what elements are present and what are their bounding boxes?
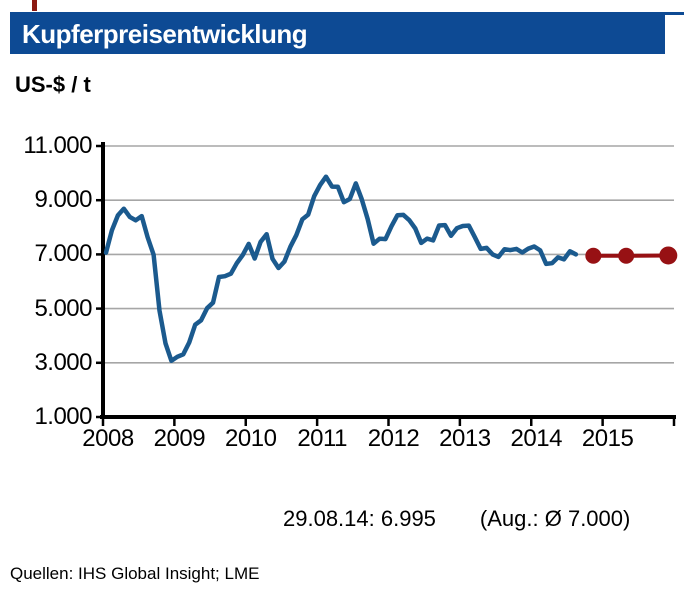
- source-note: Quellen: IHS Global Insight; LME: [10, 564, 260, 583]
- x-axis-tick-label: 2012: [367, 425, 420, 452]
- x-axis-tick-label: 2015: [581, 425, 634, 452]
- price-line: [103, 174, 579, 364]
- spot-price-label: 29.08.14: 6.995: [283, 506, 436, 531]
- top-rule: [10, 12, 684, 15]
- x-axis-tick-label: 2009: [153, 425, 206, 452]
- y-axis-tick-label: 1.000: [34, 403, 92, 430]
- y-axis-tick-label: 11.000: [23, 132, 92, 159]
- y-axis-unit-label: US-$ / t: [15, 72, 91, 97]
- forecast-point: [618, 247, 635, 264]
- x-axis-tick-label: 2013: [439, 425, 491, 452]
- page-title: Kupferpreisentwicklung: [22, 19, 308, 49]
- y-axis-tick-label: 9.000: [34, 186, 92, 214]
- x-axis-tick-label: 2010: [225, 425, 277, 452]
- x-axis-tick-label: 2011: [297, 425, 347, 452]
- price-annotation: 29.08.14: 6.995 (Aug.: Ø 7.000): [283, 506, 630, 532]
- average-price-label: (Aug.: Ø 7.000): [479, 506, 631, 531]
- x-axis-tick-label: 2008: [82, 425, 134, 452]
- forecast-point: [585, 247, 602, 264]
- y-axis-tick-label: 5.000: [34, 294, 92, 322]
- y-axis-tick-label: 3.000: [34, 348, 92, 376]
- x-axis-tick-label: 2014: [510, 425, 563, 452]
- corner-red-mark: [32, 0, 37, 11]
- forecast-point: [659, 246, 678, 265]
- title-bar: Kupferpreisentwicklung: [10, 15, 665, 54]
- y-axis-tick-label: 7.000: [34, 240, 92, 268]
